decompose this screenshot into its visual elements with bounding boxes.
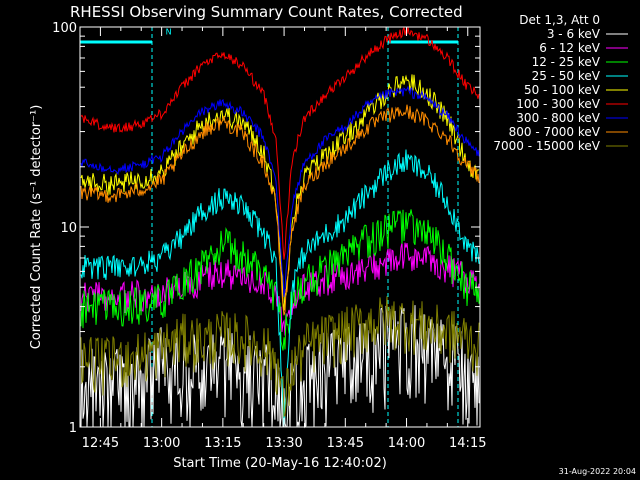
x-tick-label-5: 14:00: [388, 436, 425, 451]
legend-label-5: 100 - 300 keV: [516, 97, 600, 111]
x-axis-label: Start Time (20-May-16 12:40:02): [173, 456, 387, 471]
y-axis-label: Corrected Count Rate (s⁻¹ detector⁻¹): [29, 105, 44, 350]
x-tick-label-6: 14:15: [449, 436, 486, 451]
series-line-4: [80, 74, 480, 311]
y-tick-label-2: 100: [52, 21, 77, 36]
chart-title: RHESSI Observing Summary Count Rates, Co…: [70, 3, 463, 21]
y-axis: 1 10 100: [52, 21, 480, 436]
legend-header: Det 1,3, Att 0: [519, 13, 600, 27]
y-tick-label-0: 1: [69, 421, 77, 436]
y-tick-label-1: 10: [60, 221, 77, 236]
legend-label-6: 300 - 800 keV: [516, 111, 600, 125]
series-line-7: [80, 104, 480, 316]
x-tick-label-1: 13:00: [143, 436, 180, 451]
annotation-0: N: [166, 27, 172, 36]
x-axis: 12:45 13:00 13:15 13:30 13:45 14:00 14:15: [79, 27, 486, 451]
series-line-5: [80, 26, 480, 260]
series-line-3: [80, 149, 480, 428]
series-line-2: [80, 209, 480, 351]
legend-label-7: 800 - 7000 keV: [509, 125, 601, 139]
x-tick-label-4: 13:45: [327, 436, 364, 451]
legend-label-4: 50 - 100 keV: [524, 83, 601, 97]
legend-label-1: 6 - 12 keV: [539, 41, 601, 55]
legend-label-2: 12 - 25 keV: [532, 55, 601, 69]
series-line-6: [80, 85, 480, 297]
series-line-8: [80, 296, 480, 418]
legend-label-3: 25 - 50 keV: [532, 69, 601, 83]
legend-label-0: 3 - 6 keV: [547, 27, 601, 41]
x-tick-label-3: 13:30: [265, 436, 302, 451]
x-tick-label-0: 12:45: [82, 436, 119, 451]
legend-label-8: 7000 - 15000 keV: [493, 139, 600, 153]
x-tick-label-2: 13:15: [204, 436, 241, 451]
footer-timestamp: 31-Aug-2022 20:04: [559, 467, 636, 476]
series-layer: [80, 26, 480, 429]
